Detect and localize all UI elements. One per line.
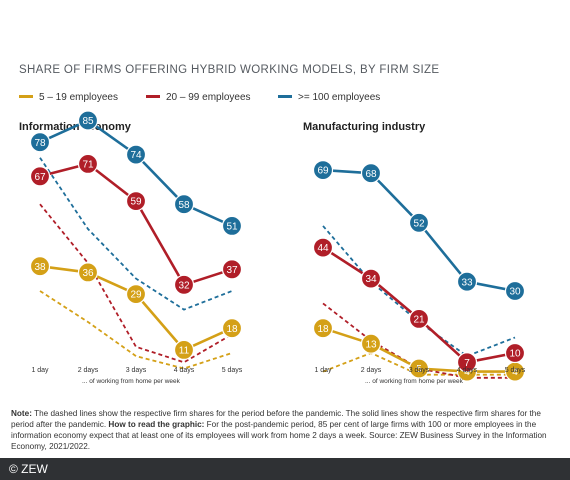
note-text-2: For the post-pandemic period, 85 per cen…: [11, 420, 547, 451]
note-label: Note:: [11, 409, 32, 418]
information-economy-data-label-2-2: 74: [130, 150, 142, 161]
information-economy-point-1-0: [29, 166, 51, 187]
information-economy-data-label-2-4: 51: [226, 222, 238, 233]
information-economy-point-2-4: [221, 215, 243, 236]
information-economy-series-before-0: [39, 290, 233, 370]
information-economy-point-1-2: [125, 191, 147, 212]
manufacturing-industry-point-0-0: [312, 318, 334, 339]
information-economy-data-label-1-4: 37: [226, 265, 238, 276]
manufacturing-industry-x-tick-label-1: 2 days: [361, 367, 382, 374]
manufacturing-industry-series-after-1: [322, 246, 516, 364]
information-economy-point-2-2: [125, 144, 147, 165]
note-text-1: The dashed lines show the respective fir…: [11, 409, 541, 429]
information-economy-point-0-2: [125, 284, 147, 305]
manufacturing-industry-data-label-0-0: 18: [317, 324, 329, 335]
information-economy-data-label-1-2: 59: [130, 197, 142, 208]
legend-item-small: 5 – 19 employees: [19, 92, 118, 106]
manufacturing-industry-point-1-3: [456, 352, 478, 373]
manufacturing-industry-data-label-2-4: 30: [509, 287, 521, 298]
information-economy-series-after-1: [39, 162, 233, 287]
information-economy-data-label-0-0: 38: [34, 262, 46, 273]
manufacturing-industry-series-before-0: [322, 352, 515, 376]
manufacturing-industry-point-1-0: [312, 237, 334, 258]
manufacturing-industry-point-2-0: [312, 160, 334, 181]
chart-figure: [3, 3, 566, 458]
information-economy-x-tick-label-4: 5 days: [222, 367, 243, 374]
manufacturing-industry-data-label-1-1: 34: [365, 274, 377, 285]
information-economy-point-0-0: [29, 256, 51, 277]
manufacturing-industry-data-label-2-0: 69: [317, 166, 329, 177]
information-economy-point-0-1: [77, 262, 99, 283]
information-economy-data-label-1-3: 32: [178, 280, 190, 291]
information-economy-point-1-1: [77, 153, 99, 174]
information-economy-point-0-4: [221, 318, 243, 339]
footer-bar: © ZEW: [0, 458, 570, 480]
manufacturing-industry-data-label-0-4: 4: [512, 367, 518, 378]
information-economy-data-label-2-1: 85: [82, 116, 94, 127]
information-economy-data-label-0-4: 18: [226, 324, 238, 335]
information-economy-series-before-1: [39, 203, 233, 364]
manufacturing-industry-data-label-1-4: 10: [509, 349, 521, 360]
legend-label-small: 5 – 19 employees: [39, 92, 118, 103]
legend-label-medium: 20 – 99 employees: [166, 92, 251, 103]
legend-swatch-large: [278, 94, 292, 98]
manufacturing-industry-x-tick-label-0: 1 day: [314, 367, 332, 374]
manufacturing-industry-data-label-1-0: 44: [317, 243, 329, 254]
chart-note: Note: The dashed lines show the respecti…: [11, 408, 561, 452]
manufacturing-industry-point-1-2: [408, 308, 430, 329]
manufacturing-industry-x-tick-label-3: 4 days: [457, 367, 478, 374]
manufacturing-industry-data-label-1-2: 21: [413, 315, 425, 326]
manufacturing-industry-data-label-1-3: 7: [464, 358, 470, 369]
legend-swatch-medium: [146, 94, 160, 98]
information-economy-x-tick-label-0: 1 day: [31, 367, 49, 374]
information-economy-series-before-2: [39, 157, 233, 311]
panel-title-manufacturing-industry: Manufacturing industry: [303, 121, 426, 133]
note-how-label: How to read the graphic:: [108, 420, 205, 429]
legend-label-large: >= 100 employees: [298, 92, 381, 103]
manufacturing-industry-point-0-1: [360, 333, 382, 354]
manufacturing-industry-x-tick-label-4: 5 days: [505, 367, 526, 374]
legend-item-large: >= 100 employees: [278, 92, 380, 106]
information-economy-data-label-2-0: 78: [34, 138, 46, 149]
information-economy-point-2-1: [77, 110, 99, 131]
information-economy-data-label-0-3: 11: [179, 346, 190, 357]
information-economy-point-2-3: [173, 194, 195, 215]
manufacturing-industry-point-2-1: [360, 163, 382, 184]
copyright-text: © ZEW: [9, 462, 48, 476]
information-economy-point-1-3: [173, 274, 195, 295]
information-economy-point-0-3: [173, 339, 195, 360]
information-economy-point-2-0: [29, 132, 51, 153]
information-economy-x-tick-label-1: 2 days: [78, 367, 99, 374]
manufacturing-industry-point-2-2: [408, 212, 430, 233]
information-economy-data-label-0-2: 29: [130, 290, 142, 301]
manufacturing-industry-data-label-2-1: 68: [365, 169, 377, 180]
legend-swatch-small: [19, 94, 33, 98]
manufacturing-industry-point-1-1: [360, 268, 382, 289]
manufacturing-industry-x-axis-label: ... of working from home per week: [365, 378, 464, 385]
manufacturing-industry-data-label-0-1: 13: [365, 339, 377, 350]
manufacturing-industry-data-label-2-2: 52: [413, 218, 425, 229]
manufacturing-industry-point-1-4: [504, 342, 526, 364]
information-economy-x-tick-label-2: 3 days: [126, 367, 147, 374]
manufacturing-industry-data-label-0-3: 4: [464, 367, 470, 378]
manufacturing-industry-point-2-4: [504, 280, 526, 302]
information-economy-x-axis-label: ... of working from home per week: [82, 378, 181, 385]
figure-title: SHARE OF FIRMS OFFERING HYBRID WORKING M…: [19, 64, 440, 76]
information-economy-point-1-4: [221, 259, 243, 280]
information-economy-x-tick-label-3: 4 days: [174, 367, 195, 374]
information-economy-data-label-1-1: 71: [82, 160, 94, 171]
manufacturing-industry-data-label-0-2: 5: [416, 364, 422, 375]
manufacturing-industry-point-2-3: [456, 271, 478, 292]
legend-item-medium: 20 – 99 employees: [146, 92, 251, 106]
information-economy-data-label-0-1: 36: [82, 268, 94, 279]
information-economy-data-label-1-0: 67: [34, 172, 46, 183]
manufacturing-industry-data-label-2-3: 33: [461, 277, 473, 288]
information-economy-data-label-2-3: 58: [178, 200, 190, 211]
manufacturing-industry-x-tick-label-2: 3 days: [409, 367, 430, 374]
manufacturing-industry-point-0-2: [408, 358, 430, 379]
